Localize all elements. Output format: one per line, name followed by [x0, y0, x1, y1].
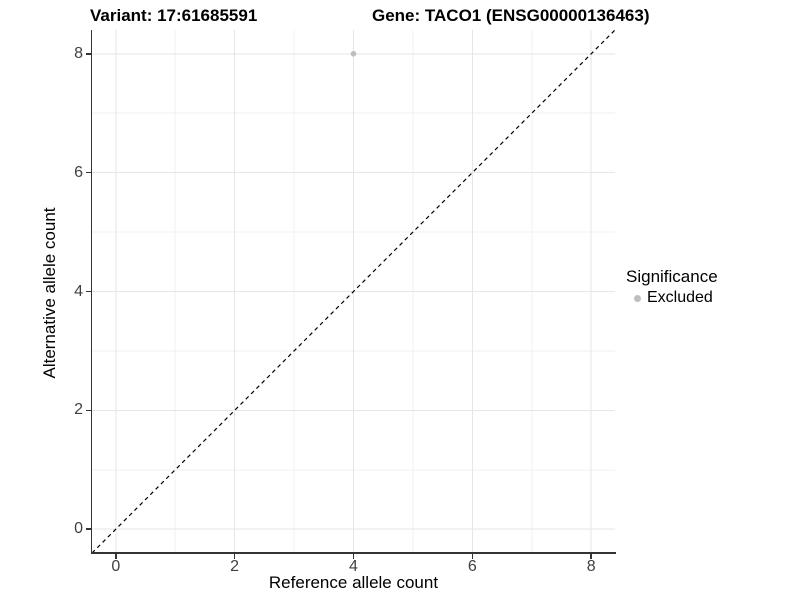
y-tick-label: 4: [74, 282, 83, 300]
x-tick-label: 8: [586, 558, 596, 575]
y-tick-mark: [86, 528, 92, 530]
x-tick-mark: [471, 553, 474, 559]
x-tick-mark: [115, 553, 117, 559]
y-tick-label: 2: [74, 401, 83, 419]
x-tick-label: 2: [230, 558, 240, 575]
x-tick-label: 4: [349, 558, 358, 575]
data-point: [350, 50, 357, 57]
x-tick-mark: [233, 553, 236, 559]
legend-item-excluded: Excluded: [626, 288, 718, 308]
y-tick-mark: [86, 409, 92, 412]
x-axis-line: [90, 552, 616, 554]
y-tick-label: 6: [74, 163, 83, 181]
x-axis-title: Reference allele count: [268, 573, 439, 592]
identity-line: [92, 30, 615, 553]
plot-panel: [92, 30, 615, 553]
legend-title: Significance: [626, 267, 718, 286]
y-tick-label: 0: [74, 520, 83, 538]
x-tick-label: 6: [467, 558, 477, 575]
plot-panel-canvas: [92, 30, 615, 553]
x-tick-label: 0: [111, 558, 121, 575]
y-tick-mark: [86, 53, 92, 55]
legend: Significance Excluded: [626, 266, 718, 308]
y-tick-mark: [86, 171, 92, 174]
plot-title-gene: Gene: TACO1 (ENSG00000136463): [372, 6, 650, 25]
y-tick-label: 8: [74, 44, 83, 62]
y-tick-mark: [86, 290, 92, 293]
x-tick-mark: [352, 553, 355, 559]
legend-item-label: Excluded: [647, 289, 713, 306]
legend-dot-icon: [634, 294, 641, 302]
plot-title-variant: Variant: 17:61685591: [90, 6, 258, 25]
x-tick-mark: [590, 553, 592, 559]
